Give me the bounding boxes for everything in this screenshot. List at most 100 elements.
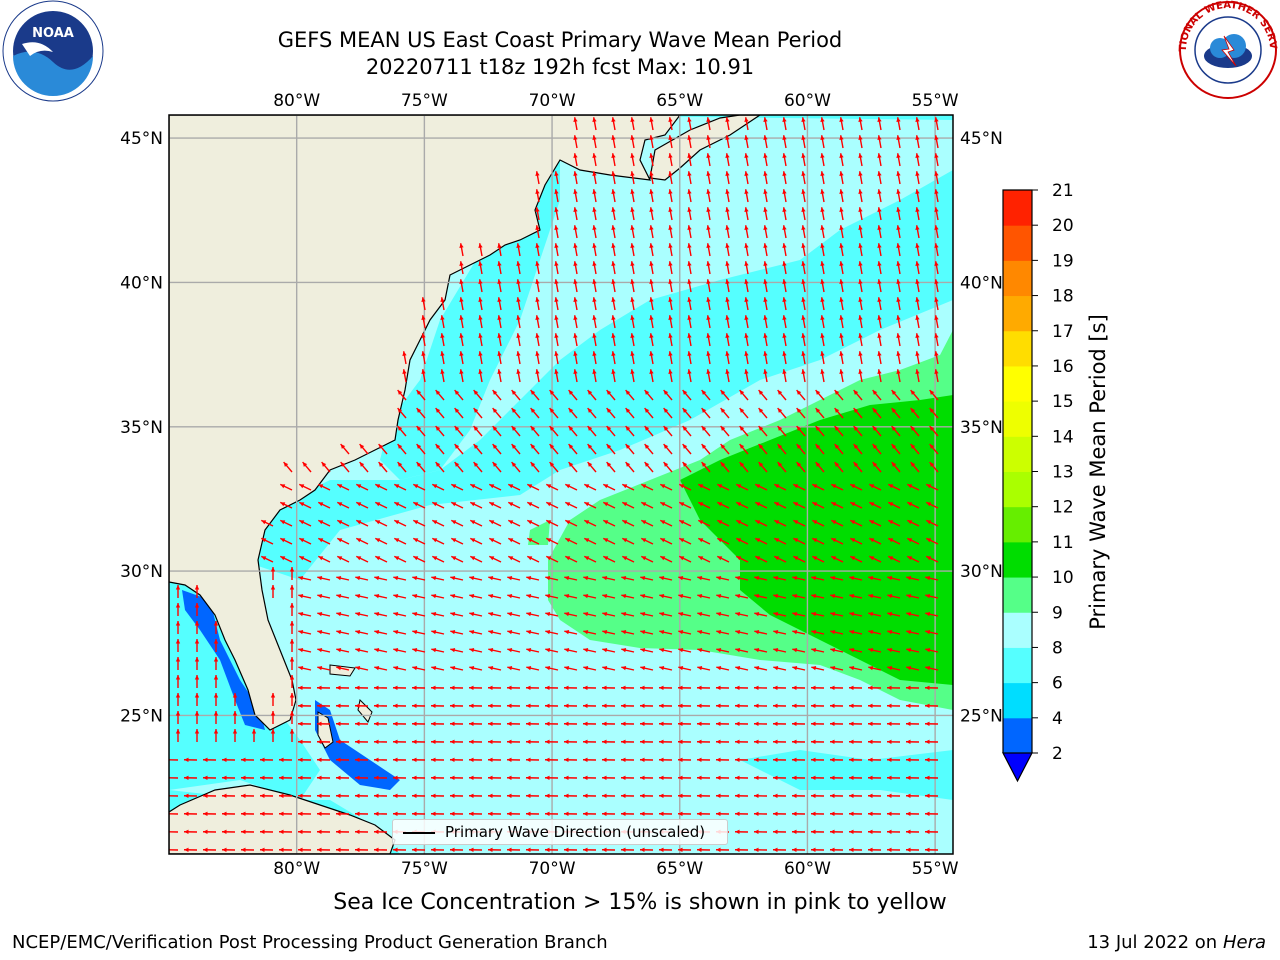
wave-arrow bbox=[251, 729, 257, 742]
wave-arrow-head bbox=[701, 462, 707, 467]
wave-arrow-head bbox=[298, 666, 304, 671]
wave-arrow-head bbox=[834, 426, 840, 431]
wave-arrow-head bbox=[839, 225, 844, 231]
wave-arrow bbox=[412, 519, 426, 527]
wave-arrow-head bbox=[279, 793, 284, 799]
wave-arrow bbox=[621, 612, 635, 617]
wave-arrow-head bbox=[896, 243, 901, 249]
wave-arrow-head bbox=[697, 612, 703, 617]
wave-arrow-head bbox=[792, 757, 797, 763]
wave-arrow-head bbox=[450, 811, 455, 817]
wave-arrow bbox=[630, 333, 635, 347]
wave-arrow bbox=[621, 555, 635, 563]
wave-arrow bbox=[858, 207, 863, 221]
wave-arrow-head bbox=[763, 117, 768, 123]
wave-arrow bbox=[507, 576, 521, 581]
wave-arrow bbox=[868, 576, 882, 581]
wave-arrow-head bbox=[251, 729, 257, 734]
wave-arrow bbox=[431, 666, 445, 671]
wave-arrow bbox=[393, 630, 407, 635]
wave-arrow bbox=[601, 739, 616, 745]
wave-arrow-head bbox=[801, 297, 806, 303]
wave-arrow bbox=[298, 483, 312, 491]
wave-arrow bbox=[820, 297, 825, 311]
lat-tick-label-left: 35°N bbox=[120, 418, 163, 438]
wave-arrow bbox=[777, 443, 787, 455]
wave-arrow bbox=[564, 666, 578, 671]
wave-arrow bbox=[891, 443, 901, 455]
wave-arrow-head bbox=[470, 484, 476, 489]
wave-arrow bbox=[896, 369, 901, 383]
wave-arrow-head bbox=[793, 556, 799, 561]
wave-arrow-head bbox=[260, 829, 265, 835]
wave-arrow-head bbox=[602, 703, 607, 709]
wave-arrow-head bbox=[175, 711, 181, 716]
wave-arrow bbox=[336, 537, 350, 545]
wave-arrow bbox=[886, 829, 901, 835]
shallow-florida-west bbox=[182, 590, 265, 730]
wave-arrow-head bbox=[678, 703, 683, 709]
wave-arrow-head bbox=[716, 721, 721, 727]
wave-arrow-head bbox=[792, 775, 797, 781]
colorbar-tick-label: 10 bbox=[1052, 568, 1074, 588]
wave-arrow-head bbox=[298, 739, 303, 745]
wave-arrow bbox=[440, 315, 445, 329]
wave-arrow bbox=[317, 612, 331, 617]
wave-arrow bbox=[830, 576, 844, 581]
wave-arrow-head bbox=[511, 444, 517, 449]
wave-arrow bbox=[915, 243, 920, 257]
wave-arrow-head bbox=[706, 207, 711, 213]
wave-arrow bbox=[649, 117, 654, 131]
wave-arrow-head bbox=[535, 189, 540, 195]
wave-arrow-head bbox=[697, 739, 702, 745]
wave-arrow-head bbox=[469, 757, 474, 763]
wave-arrow-head bbox=[877, 207, 882, 213]
wave-arrow-head bbox=[573, 225, 578, 231]
wave-arrow bbox=[687, 369, 692, 383]
wave-arrow bbox=[487, 721, 502, 727]
wave-arrow-head bbox=[925, 739, 930, 745]
wave-arrow bbox=[896, 189, 901, 203]
wave-arrow-head bbox=[877, 153, 882, 159]
wave-arrow-head bbox=[716, 594, 722, 599]
wave-arrow-head bbox=[583, 648, 589, 653]
wave-arrow bbox=[516, 333, 521, 347]
wave-arrow bbox=[934, 135, 939, 149]
wave-arrow bbox=[734, 793, 749, 799]
wave-arrow-head bbox=[929, 444, 935, 449]
wave-arrow-head bbox=[934, 297, 939, 303]
wave-arrow-head bbox=[630, 225, 635, 231]
wave-arrow bbox=[796, 407, 806, 419]
wave-arrow-head bbox=[792, 847, 797, 853]
wave-arrow bbox=[335, 775, 350, 781]
wave-arrow bbox=[601, 811, 616, 817]
wave-arrow-head bbox=[739, 444, 745, 449]
wave-arrow bbox=[563, 739, 578, 745]
wave-arrow-head bbox=[488, 612, 494, 617]
wave-arrow bbox=[507, 501, 521, 509]
wave-arrow-head bbox=[925, 685, 930, 691]
wave-arrow-head bbox=[641, 520, 647, 525]
wave-arrow bbox=[868, 483, 882, 491]
wave-arrow bbox=[335, 793, 350, 799]
wave-arrow-head bbox=[394, 502, 400, 507]
wave-arrow-head bbox=[489, 556, 495, 561]
wave-arrow-head bbox=[621, 576, 627, 581]
wave-arrow-head bbox=[261, 520, 267, 525]
wave-arrow-head bbox=[451, 520, 457, 525]
wave-arrow-head bbox=[659, 775, 664, 781]
wave-arrow-head bbox=[450, 594, 456, 599]
wave-arrow bbox=[644, 407, 654, 419]
wave-arrow bbox=[687, 297, 692, 311]
wave-arrow-head bbox=[421, 297, 426, 303]
wave-arrow bbox=[507, 648, 521, 653]
wave-arrow-head bbox=[831, 484, 837, 489]
wave-arrow-head bbox=[564, 757, 569, 763]
wave-arrow bbox=[848, 685, 863, 691]
wave-arrow-head bbox=[682, 408, 688, 413]
wave-arrow-head bbox=[564, 594, 570, 599]
wave-arrow bbox=[373, 757, 388, 763]
wave-arrow-head bbox=[435, 444, 441, 449]
wave-arrow-head bbox=[450, 576, 456, 581]
wave-arrow bbox=[492, 461, 502, 473]
